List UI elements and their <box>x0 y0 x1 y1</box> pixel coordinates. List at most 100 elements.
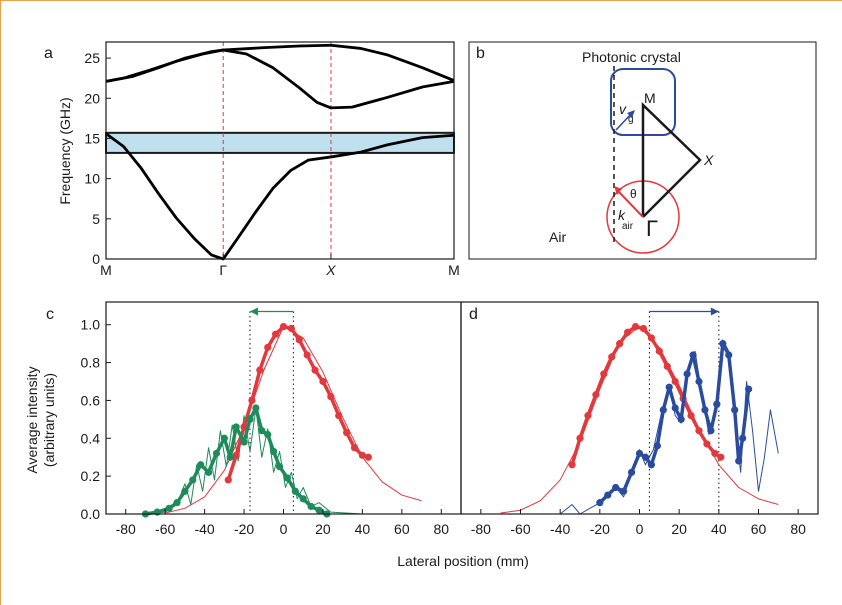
data-point-transmitted <box>653 442 661 450</box>
panel-d-intensity: d -80 -60 -40 -20 0 20 40 60 80 <box>460 301 819 537</box>
xtick-label: 40 <box>711 521 727 537</box>
data-point-transmitted <box>264 430 272 439</box>
data-point-incident <box>350 444 359 452</box>
data-point-transmitted <box>683 370 691 378</box>
data-point-transmitted <box>612 483 620 492</box>
k-air-arrow <box>616 189 644 218</box>
data-point-incident <box>717 453 725 461</box>
panel-a-axes-box <box>105 41 455 260</box>
xtick-label: -40 <box>194 521 214 537</box>
data-point-transmitted <box>689 351 697 359</box>
data-point-transmitted <box>731 406 739 414</box>
ytick-label: 0.2 <box>81 468 101 484</box>
data-point-incident <box>295 336 303 344</box>
ytick-label: 0.6 <box>81 392 101 408</box>
data-point-transmitted <box>635 449 644 458</box>
panel-a-ylabel: Frequency (GHz) <box>57 97 73 204</box>
shift-arrowhead <box>710 307 719 316</box>
panel-c-plot-area: -80 -60 -40 -20 0 20 40 60 80 0.0 0.2 0.4 0.6 0.8 1.0 <box>81 301 462 537</box>
data-point-incident <box>224 476 232 484</box>
xtick-label: 0 <box>636 521 644 537</box>
a-xtick-label: X <box>325 262 336 278</box>
data-point-incident <box>616 340 624 348</box>
panel-a-letter: a <box>44 45 53 62</box>
data-point-transmitted <box>604 491 612 499</box>
data-point-transmitted <box>735 457 743 465</box>
data-point-transmitted <box>315 506 323 514</box>
panel-c-intensity: c -80 -60 -40 -20 0 20 40 60 80 0.0 0.2 0.4 0.6 0.8 1.… <box>46 301 462 537</box>
data-point-incident <box>655 347 663 355</box>
data-point-transmitted <box>665 383 673 391</box>
data-point-incident <box>624 328 632 336</box>
data-point-transmitted <box>739 434 747 442</box>
data-point-transmitted <box>283 474 292 482</box>
panel-b-box <box>468 41 817 260</box>
brillouin-triangle <box>641 102 702 218</box>
data-point-transmitted <box>212 449 221 458</box>
data-point-transmitted <box>713 400 721 408</box>
a-ytick-label: 25 <box>84 50 100 66</box>
group-velocity-arrowhead <box>627 110 635 118</box>
a-ytick-label: 15 <box>84 130 100 146</box>
panel-b-letter: b <box>476 45 485 62</box>
data-point-transmitted <box>647 461 656 469</box>
data-point-incident <box>576 434 584 442</box>
data-point-transmitted <box>725 351 733 359</box>
data-point-transmitted <box>695 377 703 386</box>
a-xtick-label: Γ <box>219 262 227 278</box>
data-point-incident <box>592 391 600 399</box>
data-point-incident <box>568 461 576 469</box>
data-point-transmitted <box>641 453 650 461</box>
data-point-transmitted <box>258 427 266 435</box>
xtick-label: -60 <box>155 521 175 537</box>
data-point-incident <box>343 429 351 437</box>
y-axis-label-line2: (arbitrary units) <box>41 373 57 467</box>
data-point-transmitted <box>275 463 284 471</box>
ytick-label: 0.8 <box>81 355 101 371</box>
axes-box <box>105 301 462 515</box>
data-point-incident <box>287 324 295 333</box>
a-xtick-label: M <box>100 262 112 278</box>
data-point-transmitted <box>181 487 189 495</box>
xtick-label: 60 <box>751 521 767 537</box>
panel-a-band-structure: a Frequency (GHz) 0 5 10 15 20 25 M Γ X M <box>44 41 460 278</box>
label-photonic-crystal: Photonic crystal <box>582 49 681 65</box>
data-point-incident <box>256 366 264 374</box>
data-point-incident <box>711 449 719 458</box>
xtick-label: 60 <box>394 521 410 537</box>
data-point-incident <box>687 411 695 420</box>
label-k: k <box>618 207 626 223</box>
data-point-incident <box>695 427 703 435</box>
a-ytick-label: 5 <box>92 211 100 227</box>
xtick-label: 0 <box>280 521 288 537</box>
panel-a-plot-area: 0 5 10 15 20 25 M Γ X M <box>84 41 460 278</box>
ytick-label: 0.0 <box>81 506 101 522</box>
data-point-incident <box>303 351 311 359</box>
data-point-incident <box>319 377 327 386</box>
data-point-transmitted <box>701 406 709 414</box>
data-point-transmitted <box>189 476 197 484</box>
data-point-incident <box>639 324 648 333</box>
data-point-incident <box>248 396 256 405</box>
data-point-incident <box>232 451 240 459</box>
data-point-transmitted <box>165 504 173 512</box>
data-point-incident <box>358 451 366 459</box>
data-point-incident <box>703 440 711 448</box>
data-point-incident <box>584 411 592 420</box>
xtick-label: 80 <box>433 521 449 537</box>
label-vg-sub: g <box>628 114 634 125</box>
data-point-transmitted <box>197 461 205 469</box>
data-point-incident <box>663 362 671 370</box>
group-velocity-arrow <box>615 112 633 131</box>
data-point-incident <box>264 343 272 352</box>
data-point-transmitted <box>270 447 278 456</box>
data-point-transmitted <box>596 499 604 507</box>
data-point-transmitted <box>620 487 628 495</box>
data-point-incident <box>631 323 640 331</box>
ytick-label: 0.4 <box>81 430 101 446</box>
a-xtick-label: M <box>448 262 460 278</box>
data-point-incident <box>364 453 372 461</box>
data-point-incident <box>600 370 608 378</box>
a-ytick-label: 20 <box>84 90 100 106</box>
